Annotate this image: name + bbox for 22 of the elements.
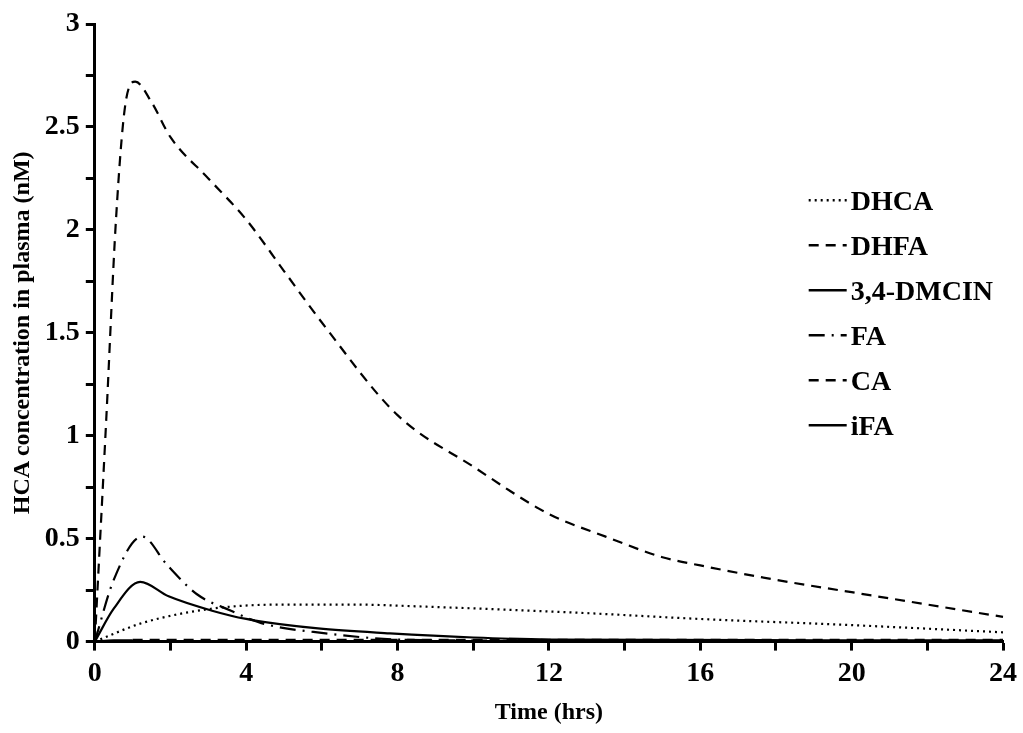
x-tick-label: 12 — [534, 655, 563, 687]
y-tick-label: 1.5 — [44, 315, 80, 347]
y-tick-label: 1 — [65, 417, 80, 449]
y-tick-label: 0.5 — [44, 520, 80, 552]
y-axis-title: HCA concentration in plasma (nM) — [7, 151, 34, 515]
legend-label: DHFA — [850, 229, 929, 261]
y-tick-label: 3 — [65, 6, 80, 38]
y-tick-label: 2.5 — [44, 109, 80, 141]
x-tick-label: 20 — [837, 655, 866, 687]
x-tick-label: 4 — [239, 655, 254, 687]
y-tick-label: 0 — [65, 623, 80, 655]
x-axis-title: Time (hrs) — [494, 697, 604, 724]
legend-label: 3,4-DMCIN — [850, 274, 993, 306]
legend-label: FA — [850, 319, 887, 351]
x-tick-label: 8 — [390, 655, 405, 687]
legend-label: iFA — [850, 409, 895, 441]
x-tick-label: 0 — [87, 655, 102, 687]
legend-label: CA — [850, 364, 892, 396]
y-tick-label: 2 — [65, 212, 80, 244]
legend-label: DHCA — [850, 184, 934, 216]
x-tick-label: 16 — [686, 655, 715, 687]
x-tick-label: 24 — [989, 655, 1017, 687]
